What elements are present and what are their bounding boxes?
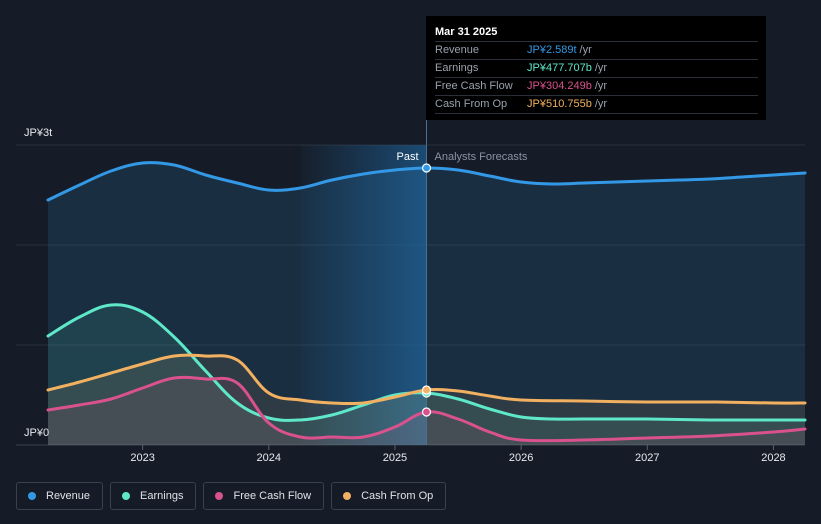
y-axis-top-label: JP¥3t [24, 127, 52, 139]
tooltip-row-revenue: Revenue JP¥2.589t /yr [435, 41, 758, 59]
tooltip-unit: /yr [594, 62, 608, 74]
legend-dot-icon [215, 492, 224, 500]
tooltip-value: JP¥304.249b [527, 80, 592, 92]
x-tick-label: 2024 [257, 452, 281, 464]
area-earnings [48, 304, 805, 445]
tooltip-label: Earnings [435, 62, 479, 74]
legend-label: Revenue [46, 490, 91, 502]
legend: Revenue Earnings Free Cash Flow Cash Fro… [16, 482, 447, 510]
marker-revenue [421, 163, 432, 173]
marker-cash-from-op [421, 385, 432, 395]
tooltip-value: JP¥510.755b [527, 98, 592, 110]
tooltip-label: Cash From Op [435, 98, 508, 110]
forecast-label: Analysts Forecasts [435, 151, 528, 163]
marker-free-cash-flow [421, 407, 432, 417]
legend-item-earnings[interactable]: Earnings [110, 482, 197, 510]
x-tick-label: 2028 [761, 452, 785, 464]
legend-dot-icon [343, 492, 352, 500]
x-tick-label: 2025 [383, 452, 407, 464]
tooltip-date: Mar 31 2025 [435, 26, 498, 38]
x-tick-label: 2023 [130, 452, 154, 464]
legend-item-cash-from-op[interactable]: Cash From Op [331, 482, 447, 510]
tooltip-row-cash-from-op: Cash From Op JP¥510.755b /yr [435, 95, 758, 114]
tooltip-row-free-cash-flow: Free Cash Flow JP¥304.249b /yr [435, 77, 758, 95]
highlight-markers [421, 163, 432, 417]
legend-item-revenue[interactable]: Revenue [16, 482, 104, 510]
tooltip-value: JP¥477.707b [527, 62, 592, 74]
tooltip-row-earnings: Earnings JP¥477.707b /yr [435, 59, 758, 77]
tooltip-unit: /yr [579, 44, 592, 56]
tooltip-unit: /yr [594, 80, 608, 92]
tooltip-label: Revenue [435, 44, 480, 56]
tooltip-label: Free Cash Flow [435, 80, 513, 92]
legend-dot-icon [122, 492, 131, 500]
x-tick-label: 2026 [509, 452, 533, 464]
legend-label: Cash From Op [361, 490, 434, 502]
tooltip-value: JP¥2.589t [527, 44, 577, 56]
y-axis-bottom-label: JP¥0 [24, 427, 49, 439]
series-lines [46, 161, 807, 443]
tooltip-unit: /yr [594, 98, 608, 110]
line-cash-from-op [46, 353, 807, 406]
legend-item-free-cash-flow[interactable]: Free Cash Flow [203, 482, 325, 510]
line-free-cash-flow [46, 375, 807, 443]
x-tick-label: 2027 [635, 452, 659, 464]
legend-label: Free Cash Flow [233, 490, 312, 502]
past-label: Past [396, 151, 418, 163]
legend-label: Earnings [140, 490, 184, 502]
area-free-cash-flow [48, 377, 805, 445]
tooltip: Mar 31 2025 Revenue JP¥2.589t /yr Earnin… [426, 16, 766, 120]
legend-dot-icon [28, 492, 36, 500]
x-axis-ticks: 2023 2024 2025 2026 2027 2028 [130, 445, 786, 464]
